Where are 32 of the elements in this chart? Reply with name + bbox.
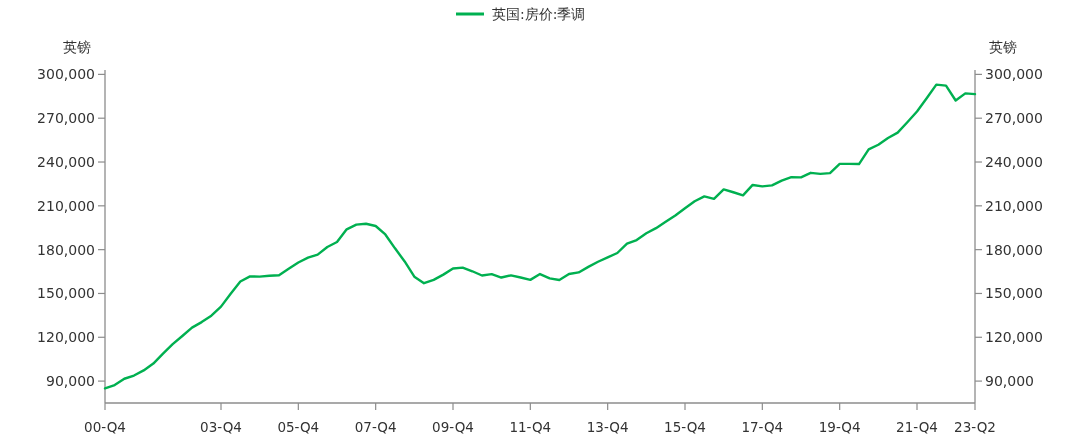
x-tick-label: 03-Q4 (200, 419, 242, 435)
line-series (103, 83, 977, 390)
y-tick-label: 270,000 (37, 110, 95, 127)
x-tick-label: 21-Q4 (896, 419, 938, 435)
x-tick-label: 19-Q4 (818, 419, 861, 435)
y2-tick-label: 150,000 (985, 285, 1043, 302)
y2-tick-label: 210,000 (985, 197, 1043, 214)
y2-tick-label: 300,000 (985, 66, 1043, 83)
x-tick-label: 15-Q4 (664, 419, 706, 435)
y-tick-label: 210,000 (37, 197, 95, 214)
x-tick-label: 13-Q4 (586, 419, 629, 435)
y-tick-label: 180,000 (37, 241, 95, 258)
x-tick-label: 00-Q4 (84, 419, 126, 435)
x-tick-label: 23-Q2 (954, 419, 996, 435)
y2-tick-label: 240,000 (985, 154, 1043, 171)
y-axis-title: 英镑 (63, 39, 91, 55)
y2-tick-label: 180,000 (985, 241, 1043, 258)
legend-label: 英国:房价:季调 (492, 6, 586, 22)
x-tick-label: 07-Q4 (354, 419, 397, 435)
y2-tick-label: 270,000 (985, 110, 1043, 127)
y-tick-label: 90,000 (46, 373, 95, 390)
y-tick-label: 120,000 (37, 329, 95, 346)
y2-axis-title: 英镑 (989, 39, 1017, 55)
y2-tick-label: 90,000 (985, 373, 1034, 390)
y2-tick-label: 120,000 (985, 329, 1043, 346)
x-tick-label: 17-Q4 (741, 419, 784, 435)
y-tick-label: 300,000 (37, 66, 95, 83)
x-tick-label: 11-Q4 (509, 419, 552, 435)
y-tick-label: 240,000 (37, 154, 95, 171)
x-tick-label: 09-Q4 (432, 419, 474, 435)
x-tick-label: 05-Q4 (277, 419, 320, 435)
y-tick-label: 150,000 (37, 285, 95, 302)
